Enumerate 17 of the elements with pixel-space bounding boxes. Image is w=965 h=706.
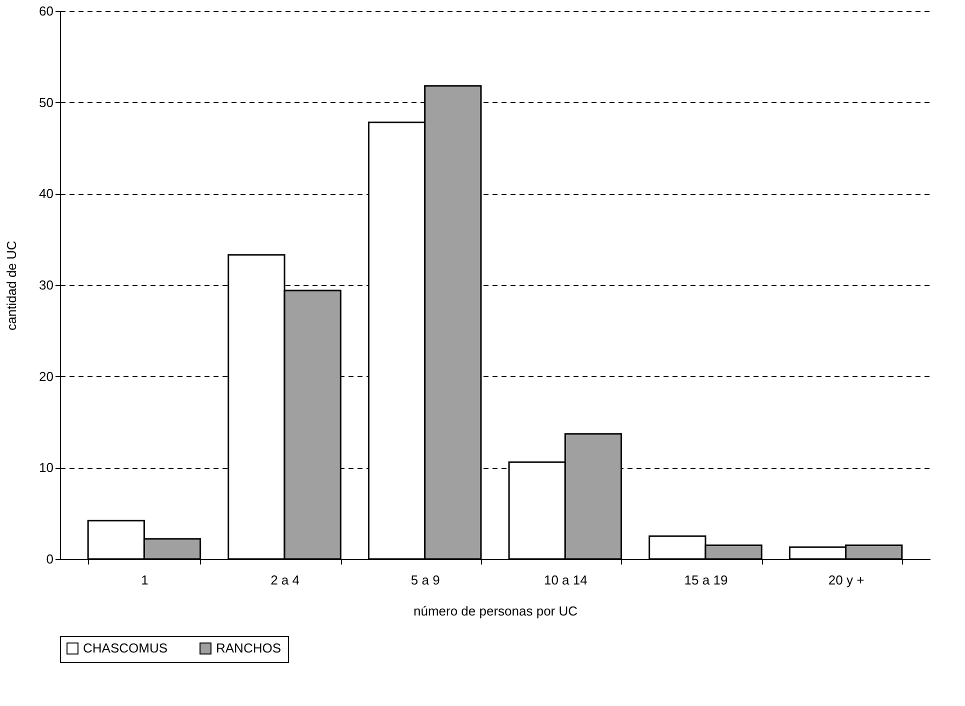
x-tick-label: 15 a 19 <box>684 572 728 588</box>
x-axis-title: número de personas por UC <box>413 604 578 618</box>
x-tick-label: 2 a 4 <box>270 572 300 588</box>
y-tick-label: 50 <box>39 94 54 110</box>
x-tick-label: 20 y + <box>828 572 864 588</box>
y-axis-title: cantidad de UC <box>4 240 20 330</box>
x-tick-label: 5 a 9 <box>410 572 440 588</box>
y-tick-label: 60 <box>39 4 54 18</box>
y-tick-label: 0 <box>46 552 54 566</box>
x-tick-label: 1 <box>141 572 148 588</box>
legend-label: RANCHOS <box>216 640 282 656</box>
x-tick-label: 10 a 14 <box>544 572 588 588</box>
y-tick-label: 30 <box>39 278 54 292</box>
legend-label: CHASCOMUS <box>83 640 168 656</box>
y-tick-label: 20 <box>39 368 54 384</box>
y-tick-label: 10 <box>39 460 54 476</box>
y-tick-label: 40 <box>39 186 54 202</box>
